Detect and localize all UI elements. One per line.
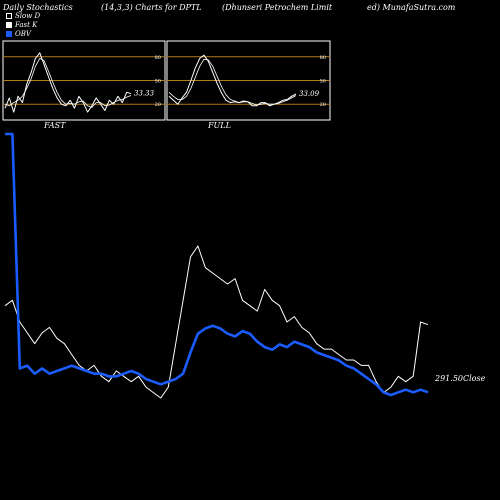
legend-label-slow-d: Slow D	[15, 12, 41, 20]
full-panel-label: FULL	[208, 121, 231, 130]
legend-swatch-slow-d	[6, 13, 12, 19]
full-tick-label-50: 50	[320, 79, 326, 85]
site-credit: ed) MunafaSutra.com	[367, 3, 456, 12]
legend-label-fast-k: Fast K	[15, 21, 38, 29]
fast-last-value-label: 33.33	[134, 90, 155, 98]
close-price-line	[4, 245, 429, 399]
fast-series-line-2	[4, 58, 132, 108]
legend-swatch-fast-k	[6, 22, 12, 28]
legend-label-obv: OBV	[15, 30, 31, 38]
obv-line	[5, 132, 429, 397]
legend-swatch-obv	[6, 31, 12, 37]
full-series-line-2	[168, 58, 297, 106]
full-tick-label-20: 20	[320, 102, 326, 108]
chart-symbol-title: (14,3,3) Charts for DPTL	[101, 3, 202, 12]
fast-tick-label-50: 50	[155, 79, 161, 85]
fast-series-line-1	[4, 52, 132, 113]
fast-tick-label-20: 20	[155, 102, 161, 108]
chart-type-title: Daily Stochastics	[3, 3, 73, 12]
full-tick-label-80: 80	[320, 55, 326, 61]
full-last-value-label: 33.09	[299, 90, 320, 98]
legend-item-fast-k: Fast K	[6, 21, 37, 29]
legend-item-slow-d: Slow D	[6, 12, 40, 20]
fast-panel-label: FAST	[44, 121, 66, 130]
company-name: (Dhunseri Petrochem Limit	[222, 3, 333, 12]
fast-tick-label-80: 80	[155, 55, 161, 61]
close-value-label: 291.50Close	[434, 374, 486, 383]
legend-item-obv: OBV	[6, 30, 31, 38]
